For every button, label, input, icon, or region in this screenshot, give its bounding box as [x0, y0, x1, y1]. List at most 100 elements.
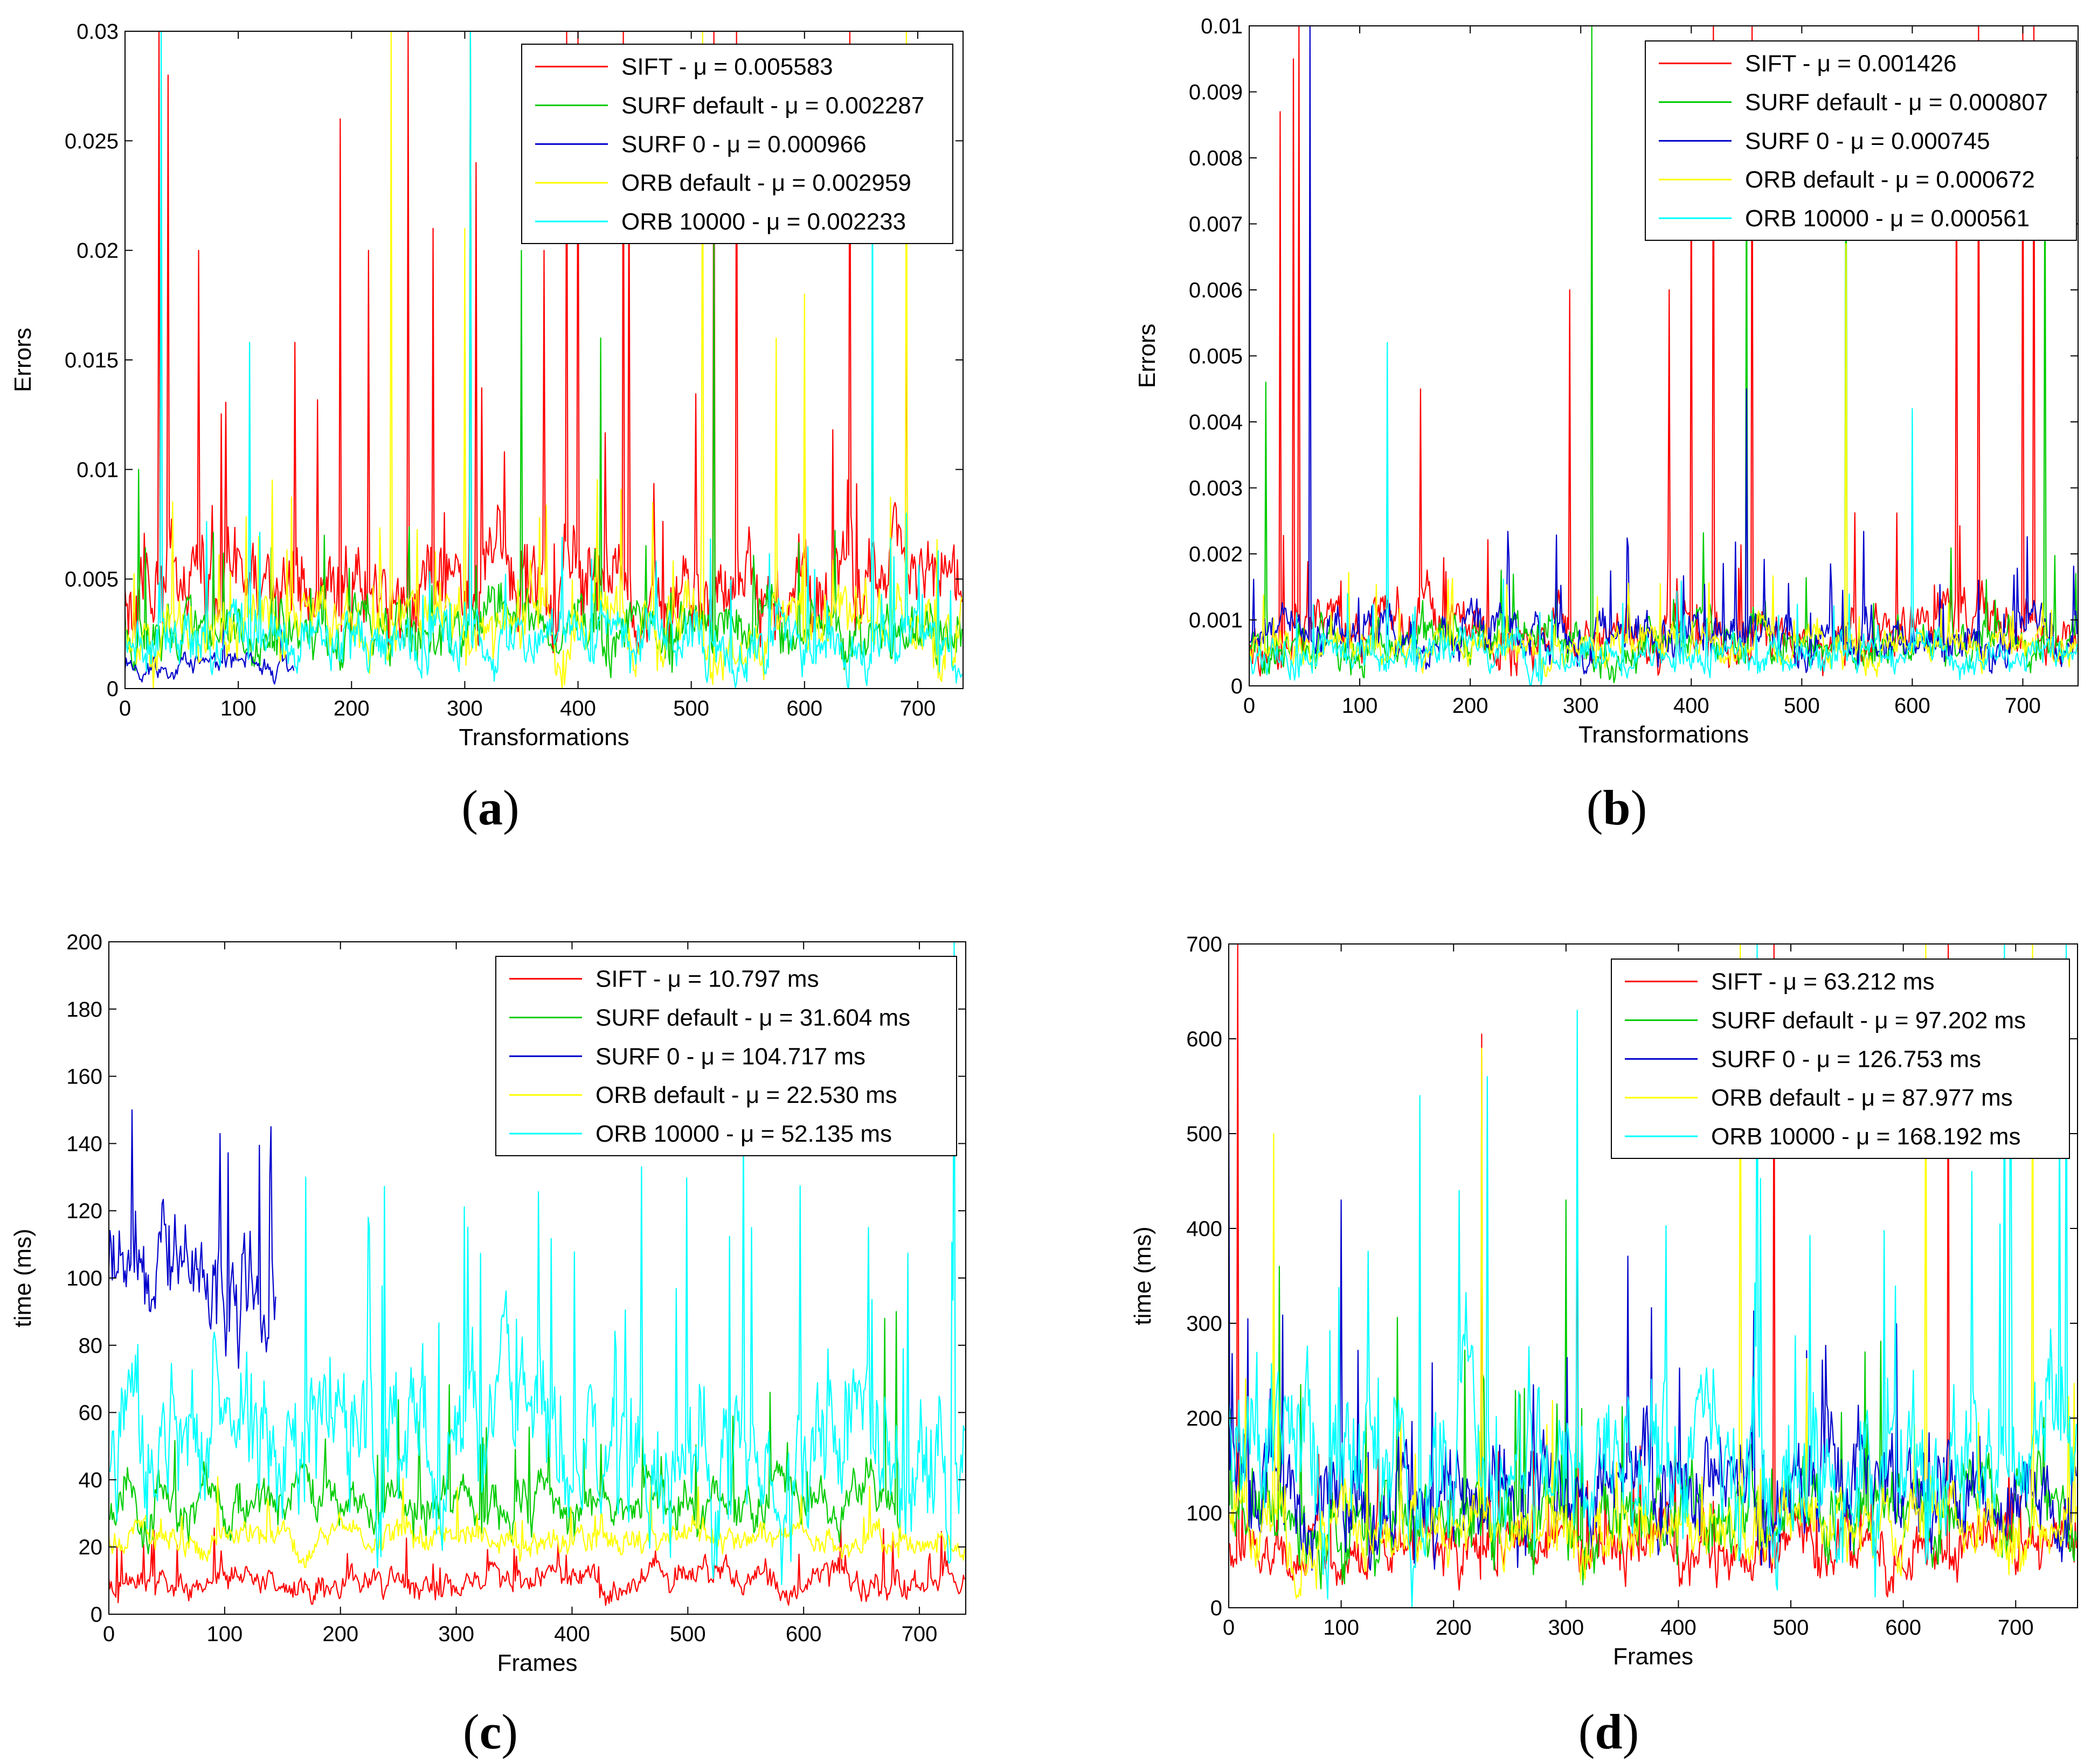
y-tick-label: 0.002 [1189, 543, 1243, 566]
panel-caption: (b) [1587, 780, 1647, 835]
series-line-4 [1229, 944, 2077, 1599]
legend-entry: ORB 10000 - μ = 0.000561 [1745, 205, 2030, 232]
y-tick-label: 0.006 [1189, 279, 1243, 302]
legend-entry: SURF 0 - μ = 126.753 ms [1711, 1046, 1981, 1072]
y-tick-label: 0.005 [65, 568, 119, 592]
x-tick-label: 0 [1243, 694, 1255, 718]
legend-entry: SIFT - μ = 0.005583 [621, 54, 833, 80]
series-line-4 [1249, 243, 2078, 677]
y-tick-label: 0.008 [1189, 147, 1243, 170]
y-tick-label: 40 [79, 1468, 103, 1492]
series-line-3 [1229, 1109, 2077, 1571]
series-line-2 [125, 31, 963, 678]
legend-entry: ORB default - μ = 0.000672 [1745, 166, 2035, 193]
x-tick-label: 700 [900, 697, 936, 720]
series-line-2 [1229, 1199, 2077, 1589]
y-tick-label: 0.03 [77, 20, 119, 44]
series-line-4 [125, 31, 963, 689]
y-tick-label: 0.015 [65, 349, 119, 372]
legend: SIFT - μ = 10.797 ms SURF default - μ = 3… [495, 956, 957, 1156]
x-tick-label: 300 [438, 1622, 474, 1646]
series-line-1 [109, 1523, 965, 1606]
panel-letter: d [1595, 1704, 1622, 1759]
y-tick-label: 160 [66, 1065, 102, 1089]
x-tick-label: 600 [1885, 1616, 1921, 1640]
y-tick-label: 0.02 [77, 239, 119, 263]
y-tick-label: 0 [1210, 1596, 1222, 1620]
x-tick-label: 500 [670, 1622, 706, 1646]
x-tick-label: 300 [1563, 694, 1599, 718]
y-tick-label: 200 [1186, 1407, 1222, 1430]
legend: SIFT - μ = 63.212 ms SURF default - μ = 9… [1611, 959, 2070, 1159]
series-group [109, 942, 965, 1606]
y-tick-label: 100 [1186, 1502, 1222, 1525]
y-tick-label: 80 [79, 1334, 103, 1358]
legend-entry: ORB 10000 - μ = 52.135 ms [596, 1121, 892, 1147]
panel-letter: c [480, 1704, 502, 1759]
y-tick-label: 0.01 [1201, 15, 1243, 38]
series-line-1 [125, 31, 963, 654]
y-tick-label: 100 [66, 1267, 102, 1290]
legend-entry: SURF default - μ = 31.604 ms [596, 1005, 910, 1031]
legend-entry: SURF 0 - μ = 0.000966 [621, 131, 867, 157]
series-line-5 [1249, 342, 2078, 686]
y-tick-label: 0 [1231, 675, 1243, 698]
panel-d: 0 100 200 300 400 500 600 700 0 100 200 300 400 500 60… [1130, 933, 2078, 1759]
y-tick-label: 0 [91, 1603, 102, 1627]
y-tick-label: 200 [66, 930, 102, 954]
y-tick-label: 20 [79, 1536, 103, 1559]
y-tick-label: 0.001 [1189, 609, 1243, 633]
series-line-4 [109, 1476, 965, 1568]
panel-letter: a [478, 780, 503, 835]
x-tick-label: 700 [2005, 694, 2041, 718]
series-line-3 [125, 621, 295, 685]
x-tick-label: 300 [1548, 1616, 1584, 1640]
plot-frame [1228, 943, 2078, 1608]
x-axis-label: Transformations [459, 724, 629, 751]
x-tick-label: 0 [119, 697, 131, 720]
y-tick-label: 0.01 [77, 458, 119, 482]
legend-entry: SIFT - μ = 0.001426 [1745, 51, 1957, 77]
y-tick-label: 0.004 [1189, 411, 1243, 434]
x-tick-label: 500 [1773, 1616, 1809, 1640]
legend-entry: ORB 10000 - μ = 0.002233 [621, 209, 906, 235]
series-line-5 [109, 942, 965, 1586]
y-axis-label: Errors [10, 328, 36, 392]
panel-c: 0 100 200 300 400 500 600 700 0 20 40 60 80 100 120 140… [10, 930, 966, 1759]
legend-entry: SIFT - μ = 10.797 ms [596, 966, 819, 992]
x-tick-label: 200 [334, 697, 370, 720]
legend-entry: SURF default - μ = 0.000807 [1745, 89, 2048, 116]
y-tick-label: 180 [66, 998, 102, 1022]
x-tick-label: 500 [673, 697, 709, 720]
legend-entry: SIFT - μ = 63.212 ms [1711, 969, 1935, 995]
y-tick-label: 300 [1186, 1312, 1222, 1336]
series-group [125, 31, 963, 689]
x-tick-label: 400 [554, 1622, 590, 1646]
legend: SIFT - μ = 0.005583 SURF default - μ = 0.… [521, 44, 953, 244]
legend-entry: ORB default - μ = 87.977 ms [1711, 1085, 2013, 1111]
legend-entry: ORB default - μ = 0.002959 [621, 170, 911, 196]
y-tick-label: 0 [107, 677, 119, 701]
legend-entry: SURF default - μ = 0.002287 [621, 93, 924, 119]
x-tick-label: 600 [1894, 694, 1930, 718]
y-axis-label: time (ms) [10, 1228, 36, 1327]
legend-entry: SURF default - μ = 97.202 ms [1711, 1008, 2026, 1034]
series-line-3 [109, 1109, 276, 1369]
series-line-2 [109, 1311, 902, 1554]
x-tick-label: 600 [786, 697, 822, 720]
series-group [1249, 26, 2078, 686]
series-line-5 [125, 31, 963, 689]
panel-letter: b [1603, 780, 1630, 835]
x-tick-label: 200 [1452, 694, 1488, 718]
panel-caption: (d) [1578, 1704, 1639, 1759]
x-tick-label: 200 [322, 1622, 358, 1646]
x-tick-label: 200 [1436, 1616, 1472, 1640]
legend-entry: SURF 0 - μ = 104.717 ms [596, 1043, 866, 1069]
y-tick-label: 600 [1186, 1027, 1222, 1051]
series-group [1229, 944, 2077, 1608]
x-tick-label: 400 [1673, 694, 1709, 718]
panel-a: 0 100 200 300 400 500 600 700 0 0.005 0.01 0.015 0.0… [10, 20, 964, 835]
y-axis-label: time (ms) [1130, 1226, 1156, 1325]
legend-entry: ORB 10000 - μ = 168.192 ms [1711, 1123, 2020, 1150]
legend-entry: SURF 0 - μ = 0.000745 [1745, 128, 1990, 154]
